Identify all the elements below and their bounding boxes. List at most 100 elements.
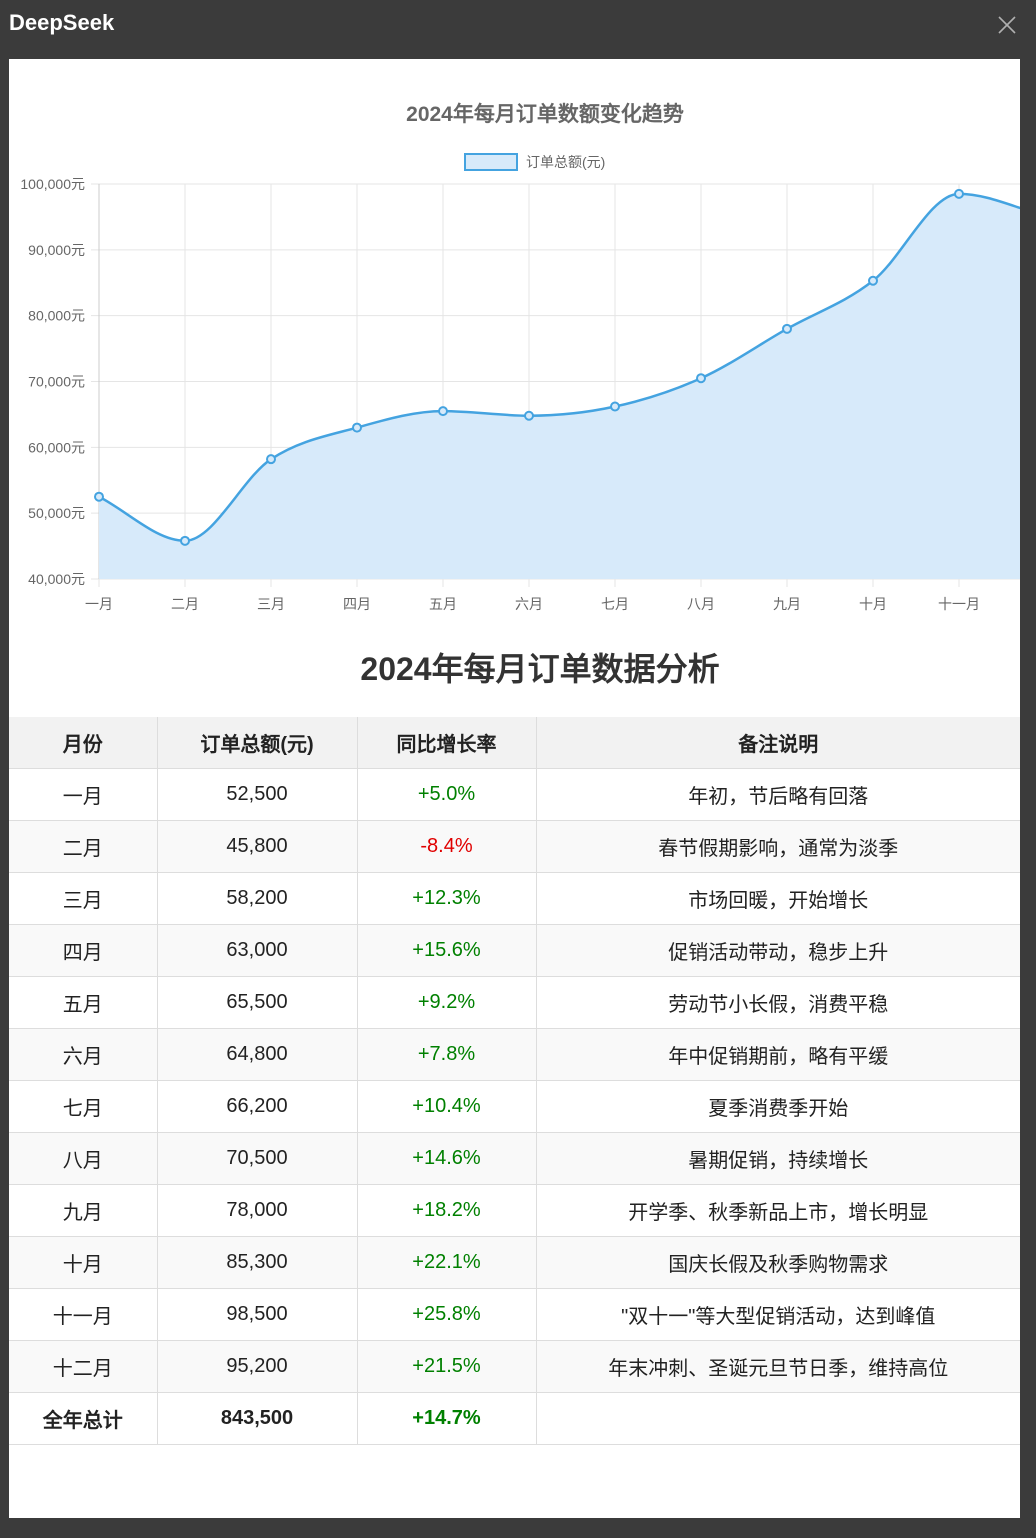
- y-tick-label: 90,000元: [28, 242, 85, 258]
- legend-swatch: [464, 153, 518, 171]
- table-row: 六月 64,800 +7.8% 年中促销期前，略有平缓: [9, 1028, 1020, 1081]
- note-cell: 促销活动带动，稳步上升: [536, 924, 1020, 977]
- x-tick-label: 一月: [85, 596, 113, 612]
- order-data-table: 月份 订单总额(元) 同比增长率 备注说明 一月 52,500 +5.0% 年初，节后…: [9, 717, 1020, 1445]
- growth-cell: +21.5%: [357, 1340, 537, 1393]
- month-cell: 五月: [9, 976, 158, 1029]
- x-tick-label: 五月: [429, 596, 457, 612]
- growth-cell: +14.6%: [357, 1132, 537, 1185]
- note-cell: 市场回暖，开始增长: [536, 872, 1020, 925]
- data-point: [868, 275, 878, 286]
- amount-cell: 78,000: [157, 1184, 358, 1237]
- month-cell: 六月: [9, 1028, 158, 1081]
- note-cell: 年末冲刺、圣诞元旦节日季，维持高位: [536, 1340, 1020, 1393]
- y-tick-label: 50,000元: [28, 505, 85, 521]
- header-amount: 订单总额(元): [157, 717, 358, 769]
- amount-cell: 58,200: [157, 872, 358, 925]
- x-tick-label: 六月: [515, 596, 543, 612]
- table-row: 三月 58,200 +12.3% 市场回暖，开始增长: [9, 872, 1020, 925]
- growth-cell: +22.1%: [357, 1236, 537, 1289]
- month-cell: 二月: [9, 820, 158, 873]
- growth-cell: +25.8%: [357, 1288, 537, 1341]
- growth-cell: -8.4%: [357, 820, 537, 873]
- month-cell: 一月: [9, 768, 158, 821]
- month-cell: 四月: [9, 924, 158, 977]
- data-point: [180, 535, 190, 546]
- month-cell: 十一月: [9, 1288, 158, 1341]
- table-row: 二月 45,800 -8.4% 春节假期影响，通常为淡季: [9, 820, 1020, 873]
- table-row: 七月 66,200 +10.4% 夏季消费季开始: [9, 1080, 1020, 1133]
- x-tick-label: 三月: [257, 596, 285, 612]
- close-button[interactable]: [994, 12, 1020, 38]
- note-cell: 开学季、秋季新品上市，增长明显: [536, 1184, 1020, 1237]
- data-point: [438, 406, 448, 417]
- growth-cell: +7.8%: [357, 1028, 537, 1081]
- note-cell: 国庆长假及秋季购物需求: [536, 1236, 1020, 1289]
- window-titlebar: DeepSeek: [0, 0, 1036, 52]
- note-cell: 夏季消费季开始: [536, 1080, 1020, 1133]
- table-row: 十月 85,300 +22.1% 国庆长假及秋季购物需求: [9, 1236, 1020, 1289]
- growth-cell: +15.6%: [357, 924, 537, 977]
- legend-label: 订单总额(元): [526, 154, 605, 170]
- amount-cell: 65,500: [157, 976, 358, 1029]
- table-row: 十一月 98,500 +25.8% "双十一"等大型促销活动，达到峰值: [9, 1288, 1020, 1341]
- amount-cell: 98,500: [157, 1288, 358, 1341]
- y-tick-label: 70,000元: [28, 374, 85, 390]
- y-tick-label: 100,000元: [20, 176, 85, 192]
- header-month: 月份: [9, 717, 158, 769]
- amount-cell: 95,200: [157, 1340, 358, 1393]
- note-cell: 年初，节后略有回落: [536, 768, 1020, 821]
- table-row: 五月 65,500 +9.2% 劳动节小长假，消费平稳: [9, 976, 1020, 1029]
- close-icon: [998, 16, 1016, 34]
- total-month-cell: 全年总计: [9, 1392, 158, 1445]
- amount-cell: 64,800: [157, 1028, 358, 1081]
- chart-title: 2024年每月订单数额变化趋势: [406, 102, 684, 126]
- note-cell: 暑期促销，持续增长: [536, 1132, 1020, 1185]
- x-tick-label: 十一月: [938, 596, 980, 612]
- amount-cell: 63,000: [157, 924, 358, 977]
- month-cell: 七月: [9, 1080, 158, 1133]
- growth-cell: +12.3%: [357, 872, 537, 925]
- table-total-row: 全年总计 843,500 +14.7%: [9, 1392, 1020, 1445]
- app-title: DeepSeek: [9, 10, 115, 35]
- total-amount-cell: 843,500: [157, 1392, 358, 1445]
- data-point: [782, 323, 792, 334]
- series-line: [99, 192, 1020, 543]
- data-point: [266, 454, 276, 465]
- x-tick-label: 九月: [773, 596, 801, 612]
- data-point: [94, 491, 104, 502]
- x-tick-label: 八月: [687, 596, 715, 612]
- data-point: [352, 422, 362, 433]
- table-row: 四月 63,000 +15.6% 促销活动带动，稳步上升: [9, 924, 1020, 977]
- month-cell: 三月: [9, 872, 158, 925]
- y-tick-label: 40,000元: [28, 571, 85, 587]
- note-cell: "双十一"等大型促销活动，达到峰值: [536, 1288, 1020, 1341]
- note-cell: 年中促销期前，略有平缓: [536, 1028, 1020, 1081]
- data-point: [610, 401, 620, 412]
- x-tick-label: 四月: [343, 596, 371, 612]
- header-growth: 同比增长率: [357, 717, 537, 769]
- month-cell: 八月: [9, 1132, 158, 1185]
- data-point: [696, 373, 706, 384]
- table-header-row: 月份 订单总额(元) 同比增长率 备注说明: [9, 717, 1020, 769]
- growth-cell: +18.2%: [357, 1184, 537, 1237]
- table-row: 九月 78,000 +18.2% 开学季、秋季新品上市，增长明显: [9, 1184, 1020, 1237]
- data-point: [524, 410, 534, 421]
- note-cell: 劳动节小长假，消费平稳: [536, 976, 1020, 1029]
- table-row: 一月 52,500 +5.0% 年初，节后略有回落: [9, 768, 1020, 821]
- x-tick-label: 二月: [171, 596, 199, 612]
- y-tick-label: 80,000元: [28, 308, 85, 324]
- x-tick-label: 十月: [859, 596, 887, 612]
- data-point: [954, 188, 964, 199]
- growth-cell: +10.4%: [357, 1080, 537, 1133]
- table-row: 十二月 95,200 +21.5% 年末冲刺、圣诞元旦节日季，维持高位: [9, 1340, 1020, 1393]
- header-notes: 备注说明: [536, 717, 1020, 769]
- month-cell: 九月: [9, 1184, 158, 1237]
- total-note-cell: [536, 1392, 1020, 1445]
- table-title: 2024年每月订单数据分析: [360, 651, 720, 687]
- amount-cell: 52,500: [157, 768, 358, 821]
- amount-cell: 45,800: [157, 820, 358, 873]
- table-row: 八月 70,500 +14.6% 暑期促销，持续增长: [9, 1132, 1020, 1185]
- total-growth-cell: +14.7%: [357, 1392, 537, 1445]
